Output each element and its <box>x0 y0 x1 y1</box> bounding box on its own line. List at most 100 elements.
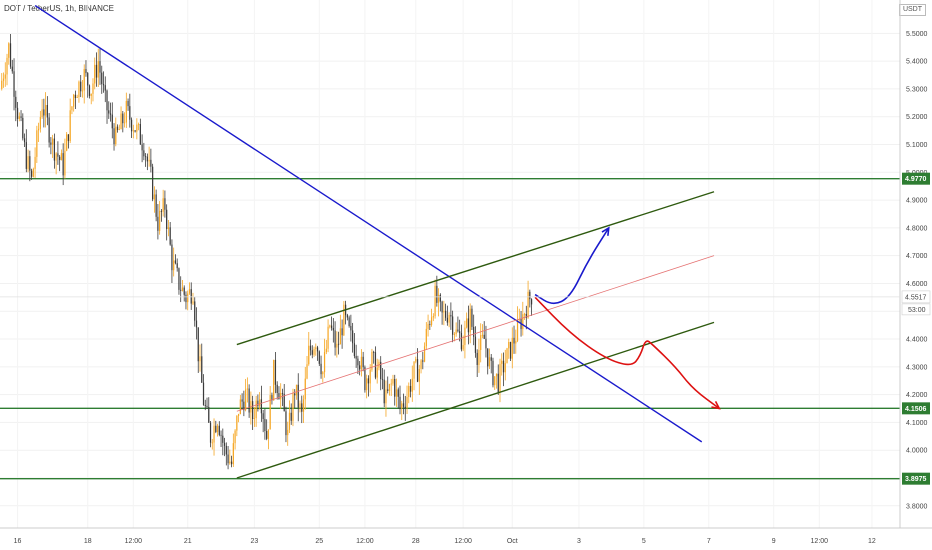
y-tick-label: 5.2000 <box>906 114 928 121</box>
candle-body <box>308 345 310 365</box>
candle-body <box>237 413 240 416</box>
currency-label[interactable]: USDT <box>898 4 926 16</box>
candle-body <box>160 210 163 212</box>
channel-lower-line[interactable] <box>236 321 715 479</box>
candle-body <box>278 393 280 400</box>
candle-body <box>173 260 175 271</box>
candle-body <box>85 69 87 74</box>
candle-body <box>6 57 8 75</box>
candle-body <box>132 130 134 132</box>
candle-body <box>108 110 110 114</box>
candle-body <box>471 308 473 327</box>
candle-body <box>29 156 31 171</box>
candle-body <box>174 260 177 264</box>
candle-body <box>334 330 336 348</box>
candle-body <box>292 393 294 421</box>
candle-body <box>106 90 108 111</box>
candle-body <box>330 325 333 328</box>
candle-body <box>230 461 233 465</box>
candle-body <box>209 422 212 443</box>
candle-body <box>164 198 166 210</box>
x-tick-label: 3 <box>577 538 581 545</box>
candle-body <box>327 326 329 349</box>
arrow-head-icon <box>711 401 721 410</box>
y-tick-label: 4.4000 <box>906 337 928 344</box>
candle-body <box>169 227 171 245</box>
last-price-tag <box>901 290 931 304</box>
price-axis[interactable]: 3.80003.90004.00004.10004.20004.30004.40… <box>906 31 928 510</box>
candle-body <box>166 209 168 229</box>
candle-body <box>390 383 392 385</box>
candle-body <box>452 316 454 335</box>
candle-body <box>494 376 496 386</box>
descending-trendline[interactable] <box>34 4 703 443</box>
candle-body <box>153 194 155 200</box>
candle-body <box>302 399 305 412</box>
candle-body <box>223 442 226 446</box>
candle-body <box>495 373 498 377</box>
candle-body <box>236 415 238 431</box>
candle-body <box>523 313 526 315</box>
candle-body <box>27 156 29 169</box>
x-tick-label: 5 <box>642 538 646 545</box>
level-price-label: 3.8975 <box>905 476 927 483</box>
channel-upper-line[interactable] <box>236 191 715 346</box>
candle-body <box>318 351 320 364</box>
bullish-projection-arrow[interactable] <box>534 227 610 305</box>
candle-body <box>216 425 219 432</box>
candle-body <box>190 289 192 304</box>
candle-body <box>69 110 71 142</box>
candle-body <box>183 287 185 295</box>
candle-body <box>429 324 431 325</box>
candle-body <box>187 293 189 303</box>
candle-body <box>1 80 3 89</box>
candle-body <box>253 418 255 419</box>
candle-body <box>16 107 19 119</box>
candle-body <box>283 393 285 412</box>
x-tick-label: Oct <box>507 538 518 545</box>
time-axis[interactable]: 16 18 12:00 21 23 25 12:00 28 12:00 Oct 3 5 7 9 12:00 1… <box>14 538 876 545</box>
candle-body <box>78 81 80 98</box>
candle-body <box>497 373 499 393</box>
x-tick-label: 12:00 <box>125 538 143 545</box>
x-tick-label: 9 <box>772 538 776 545</box>
candle-body <box>30 170 33 177</box>
candle-body <box>460 333 463 350</box>
x-tick-label: 21 <box>184 538 192 545</box>
candle-body <box>490 357 492 361</box>
y-tick-label: 5.5000 <box>906 31 928 38</box>
candle-body <box>88 85 91 96</box>
candle-body <box>488 357 491 367</box>
channel-mid-line[interactable] <box>236 255 715 412</box>
candle-body <box>395 389 398 397</box>
bearish-projection-arrow[interactable] <box>534 296 720 410</box>
candle-body <box>459 331 461 334</box>
candle-body <box>483 334 485 339</box>
candle-body <box>246 388 248 390</box>
candle-body <box>280 393 282 400</box>
candle-body <box>511 337 513 359</box>
candle-body <box>111 114 113 129</box>
candle-body <box>4 74 6 79</box>
candle-body <box>225 445 227 455</box>
candle-body <box>215 425 217 432</box>
candle-body <box>415 359 417 362</box>
candle-body <box>437 294 440 303</box>
candle-body <box>439 294 441 302</box>
candle-body <box>281 393 284 394</box>
candle-body <box>204 404 206 406</box>
candle-body <box>115 126 117 145</box>
candle-body <box>39 117 41 129</box>
candle-body <box>8 43 10 58</box>
candle-body <box>411 378 413 392</box>
candle-body <box>139 124 141 145</box>
candle-body <box>41 109 43 118</box>
candle-body <box>104 85 106 91</box>
candle-body <box>46 105 48 118</box>
candle-body <box>362 356 364 368</box>
candle-body <box>232 443 234 465</box>
candle-body <box>129 106 131 120</box>
candle-body <box>97 61 99 78</box>
countdown-label: 53:00 <box>908 307 926 314</box>
